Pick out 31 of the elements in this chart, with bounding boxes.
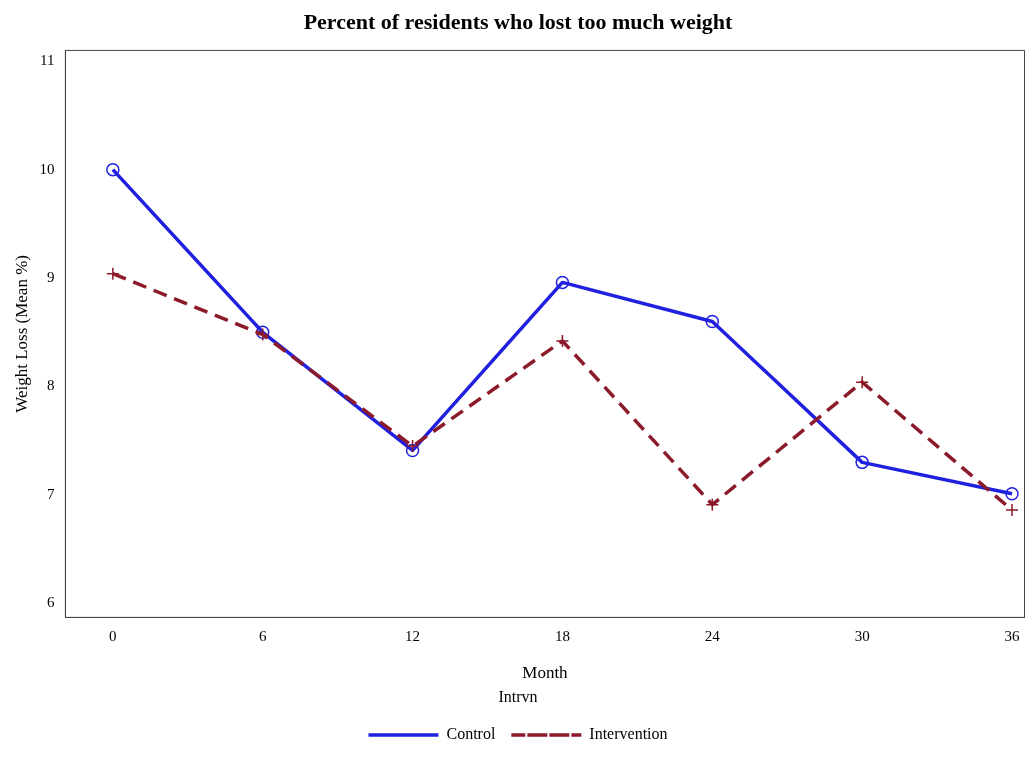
x-axis-title: Month <box>522 663 569 683</box>
point <box>555 275 570 290</box>
legend-title: Intrvn <box>498 688 538 705</box>
point <box>705 497 720 512</box>
y-tick-label: 8 <box>46 377 55 394</box>
x-tick-label: 18 <box>554 628 570 645</box>
point <box>405 443 420 458</box>
y-tick-label: 10 <box>39 160 55 177</box>
x-tick-label: 24 <box>704 628 721 645</box>
x-tick-label: 6 <box>258 628 267 645</box>
y-axis-title: Weight Loss (Mean %) <box>11 255 31 413</box>
x-tick-label: 36 <box>1004 628 1021 645</box>
y-tick-label: 9 <box>46 269 55 285</box>
y-tick-label: 11 <box>39 52 55 69</box>
point <box>855 375 869 389</box>
point <box>405 439 420 453</box>
point <box>705 314 720 329</box>
legend-label: Intervention <box>589 725 668 743</box>
point <box>855 455 869 470</box>
x-tick-label: 30 <box>854 628 870 645</box>
point <box>106 266 120 281</box>
point <box>1005 503 1019 517</box>
x-tick-label: 0 <box>109 628 117 645</box>
point <box>106 162 120 177</box>
point <box>1005 487 1019 501</box>
x-tick-label: 12 <box>405 628 421 645</box>
chart-title: Percent of residents who lost too much weight <box>303 8 734 34</box>
y-tick-label: 6 <box>46 594 55 611</box>
legend-label: Control <box>446 725 496 743</box>
point <box>555 334 570 348</box>
y-tick-label: 7 <box>46 485 55 502</box>
